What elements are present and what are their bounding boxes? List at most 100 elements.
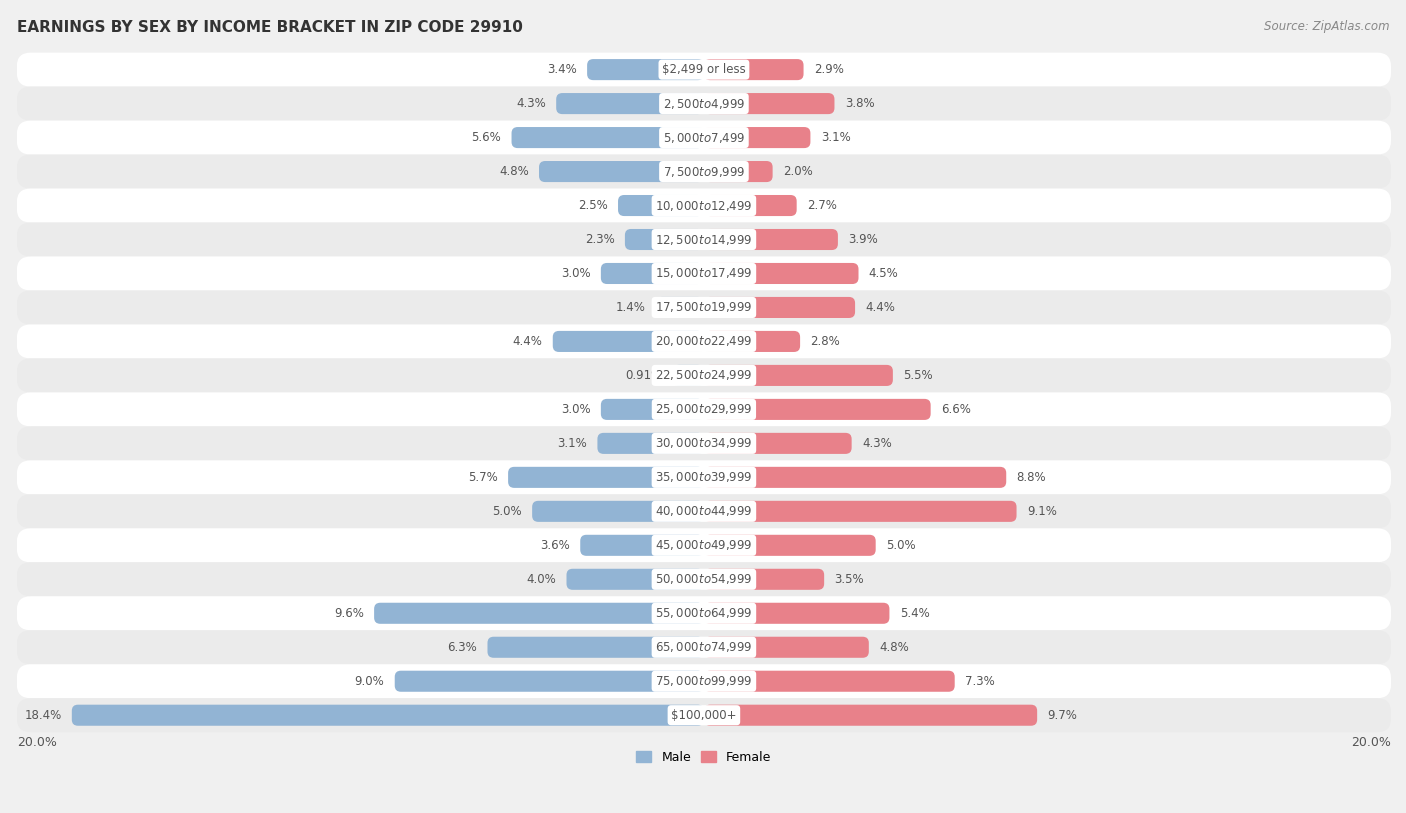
Text: $22,500 to $24,999: $22,500 to $24,999 (655, 368, 752, 382)
FancyBboxPatch shape (619, 195, 704, 216)
Text: $75,000 to $99,999: $75,000 to $99,999 (655, 674, 752, 689)
Text: 4.8%: 4.8% (499, 165, 529, 178)
FancyBboxPatch shape (17, 53, 1391, 87)
FancyBboxPatch shape (17, 528, 1391, 563)
FancyBboxPatch shape (17, 290, 1391, 324)
Text: 2.3%: 2.3% (585, 233, 614, 246)
FancyBboxPatch shape (704, 365, 893, 386)
FancyBboxPatch shape (704, 161, 773, 182)
FancyBboxPatch shape (600, 263, 704, 284)
FancyBboxPatch shape (17, 630, 1391, 664)
Text: 3.6%: 3.6% (540, 539, 569, 552)
Text: Source: ZipAtlas.com: Source: ZipAtlas.com (1264, 20, 1389, 33)
FancyBboxPatch shape (512, 127, 704, 148)
FancyBboxPatch shape (704, 705, 1038, 726)
FancyBboxPatch shape (704, 331, 800, 352)
FancyBboxPatch shape (395, 671, 704, 692)
Text: 3.4%: 3.4% (547, 63, 576, 76)
Text: 4.3%: 4.3% (516, 97, 546, 110)
Text: 1.4%: 1.4% (616, 301, 645, 314)
Text: $7,500 to $9,999: $7,500 to $9,999 (662, 164, 745, 179)
FancyBboxPatch shape (531, 501, 704, 522)
Text: 4.4%: 4.4% (865, 301, 896, 314)
Text: 5.0%: 5.0% (886, 539, 915, 552)
Text: $17,500 to $19,999: $17,500 to $19,999 (655, 301, 752, 315)
Text: 5.6%: 5.6% (471, 131, 501, 144)
Text: $2,499 or less: $2,499 or less (662, 63, 745, 76)
Text: 4.5%: 4.5% (869, 267, 898, 280)
FancyBboxPatch shape (17, 664, 1391, 698)
Text: 2.7%: 2.7% (807, 199, 837, 212)
FancyBboxPatch shape (557, 93, 704, 114)
Text: EARNINGS BY SEX BY INCOME BRACKET IN ZIP CODE 29910: EARNINGS BY SEX BY INCOME BRACKET IN ZIP… (17, 20, 523, 35)
Text: $35,000 to $39,999: $35,000 to $39,999 (655, 471, 752, 485)
Text: 9.1%: 9.1% (1026, 505, 1057, 518)
Text: 3.1%: 3.1% (821, 131, 851, 144)
Text: 3.0%: 3.0% (561, 267, 591, 280)
FancyBboxPatch shape (17, 256, 1391, 290)
FancyBboxPatch shape (17, 563, 1391, 596)
FancyBboxPatch shape (17, 494, 1391, 528)
FancyBboxPatch shape (704, 569, 824, 589)
Text: 4.4%: 4.4% (513, 335, 543, 348)
Text: 5.0%: 5.0% (492, 505, 522, 518)
FancyBboxPatch shape (17, 189, 1391, 223)
FancyBboxPatch shape (581, 535, 704, 556)
FancyBboxPatch shape (704, 433, 852, 454)
FancyBboxPatch shape (17, 426, 1391, 460)
Text: 2.0%: 2.0% (783, 165, 813, 178)
Text: 18.4%: 18.4% (24, 709, 62, 722)
Text: $15,000 to $17,499: $15,000 to $17,499 (655, 267, 752, 280)
FancyBboxPatch shape (553, 331, 704, 352)
Text: 9.0%: 9.0% (354, 675, 384, 688)
FancyBboxPatch shape (600, 399, 704, 420)
FancyBboxPatch shape (588, 59, 704, 80)
Text: $100,000+: $100,000+ (671, 709, 737, 722)
Text: 3.0%: 3.0% (561, 403, 591, 416)
Text: 20.0%: 20.0% (1351, 737, 1391, 750)
Text: 6.3%: 6.3% (447, 641, 477, 654)
Text: 7.3%: 7.3% (965, 675, 995, 688)
FancyBboxPatch shape (17, 596, 1391, 630)
FancyBboxPatch shape (17, 460, 1391, 494)
FancyBboxPatch shape (538, 161, 704, 182)
FancyBboxPatch shape (17, 120, 1391, 154)
Text: 5.4%: 5.4% (900, 606, 929, 620)
Text: 3.1%: 3.1% (557, 437, 588, 450)
Text: $45,000 to $49,999: $45,000 to $49,999 (655, 538, 752, 552)
FancyBboxPatch shape (704, 93, 835, 114)
FancyBboxPatch shape (624, 229, 704, 250)
Text: 5.7%: 5.7% (468, 471, 498, 484)
FancyBboxPatch shape (17, 154, 1391, 189)
FancyBboxPatch shape (567, 569, 704, 589)
Text: 4.0%: 4.0% (526, 573, 557, 586)
Text: 6.6%: 6.6% (941, 403, 970, 416)
Legend: Male, Female: Male, Female (631, 746, 776, 769)
FancyBboxPatch shape (704, 399, 931, 420)
Text: $30,000 to $34,999: $30,000 to $34,999 (655, 437, 752, 450)
FancyBboxPatch shape (704, 501, 1017, 522)
FancyBboxPatch shape (17, 87, 1391, 120)
FancyBboxPatch shape (488, 637, 704, 658)
FancyBboxPatch shape (72, 705, 704, 726)
Text: 3.8%: 3.8% (845, 97, 875, 110)
Text: 3.5%: 3.5% (835, 573, 865, 586)
Text: $12,500 to $14,999: $12,500 to $14,999 (655, 233, 752, 246)
Text: 8.8%: 8.8% (1017, 471, 1046, 484)
Text: 9.7%: 9.7% (1047, 709, 1077, 722)
Text: 3.9%: 3.9% (848, 233, 877, 246)
Text: 4.8%: 4.8% (879, 641, 908, 654)
Text: 20.0%: 20.0% (17, 737, 56, 750)
Text: 0.91%: 0.91% (626, 369, 662, 382)
FancyBboxPatch shape (17, 393, 1391, 426)
FancyBboxPatch shape (508, 467, 704, 488)
Text: $2,500 to $4,999: $2,500 to $4,999 (662, 97, 745, 111)
Text: $50,000 to $54,999: $50,000 to $54,999 (655, 572, 752, 586)
FancyBboxPatch shape (17, 223, 1391, 256)
FancyBboxPatch shape (704, 467, 1007, 488)
Text: $5,000 to $7,499: $5,000 to $7,499 (662, 131, 745, 145)
FancyBboxPatch shape (704, 637, 869, 658)
Text: 2.5%: 2.5% (578, 199, 607, 212)
FancyBboxPatch shape (17, 698, 1391, 733)
Text: $40,000 to $44,999: $40,000 to $44,999 (655, 504, 752, 519)
